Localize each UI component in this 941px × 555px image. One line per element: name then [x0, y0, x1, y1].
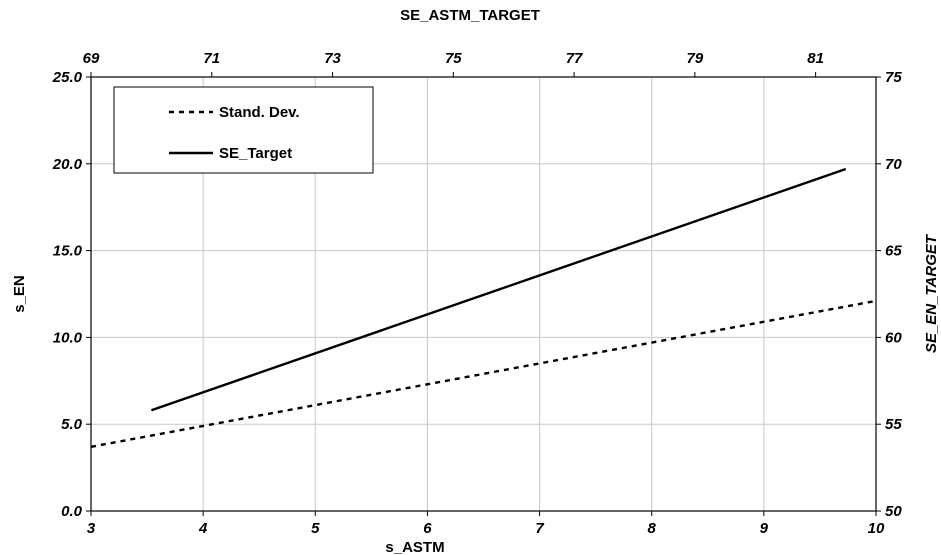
right-tick-label: 60 [885, 329, 902, 346]
legend-box [113, 86, 374, 174]
left-tick-label: 15.0 [53, 243, 83, 260]
legend: Stand. Dev. SE_Target [113, 86, 374, 174]
right-tick-label: 55 [885, 416, 902, 433]
bottom-tick-label: 9 [760, 520, 769, 537]
bottom-tick-label: 5 [311, 520, 320, 537]
bottom-tick-label: 7 [535, 520, 544, 537]
series-layer [90, 167, 877, 448]
right-axis-title: SE_EN_TARGET [923, 233, 940, 353]
top-tick-label: 77 [566, 50, 583, 67]
right-tick-label: 75 [885, 69, 902, 86]
bottom-tick-label: 3 [87, 520, 96, 537]
bottom-tick-label: 6 [423, 520, 432, 537]
plot-border [90, 76, 877, 512]
top-tick-label: 79 [687, 50, 704, 67]
top-tick-label: 81 [807, 50, 824, 67]
left-axis-title: s_EN [11, 275, 28, 313]
top-tick-label: 71 [203, 50, 220, 67]
right-tick-label: 70 [885, 156, 902, 173]
right-tick-label: 65 [885, 243, 902, 260]
legend-label-se-target: SE_Target [219, 145, 292, 162]
bottom-tick-label: 8 [648, 520, 657, 537]
bottom-tick-label: 4 [198, 520, 208, 537]
legend-label-stand-dev: Stand. Dev. [219, 104, 300, 121]
left-tick-label: 20.0 [52, 156, 83, 173]
bottom-axis-title: s_ASTM [385, 539, 444, 555]
left-tick-label: 10.0 [53, 329, 83, 346]
right-tick-label: 50 [885, 503, 902, 520]
gridlines [91, 77, 876, 511]
axis-ticks: 3 4 5 6 7 8 9 10 0.0 5.0 10.0 15.0 20.0 25.0 50 55 60 65 7… [52, 50, 903, 537]
top-tick-label: 73 [324, 50, 341, 67]
bottom-tick-label: 10 [868, 520, 885, 537]
series-line-se-target [151, 167, 847, 412]
top-tick-label: 75 [445, 50, 462, 67]
left-tick-label: 5.0 [61, 416, 83, 433]
left-tick-label: 0.0 [61, 503, 83, 520]
left-tick-label: 25.0 [52, 69, 83, 86]
top-tick-label: 69 [83, 50, 100, 67]
series-line-stand-dev [90, 299, 877, 448]
top-axis-title: SE_ASTM_TARGET [400, 7, 540, 24]
